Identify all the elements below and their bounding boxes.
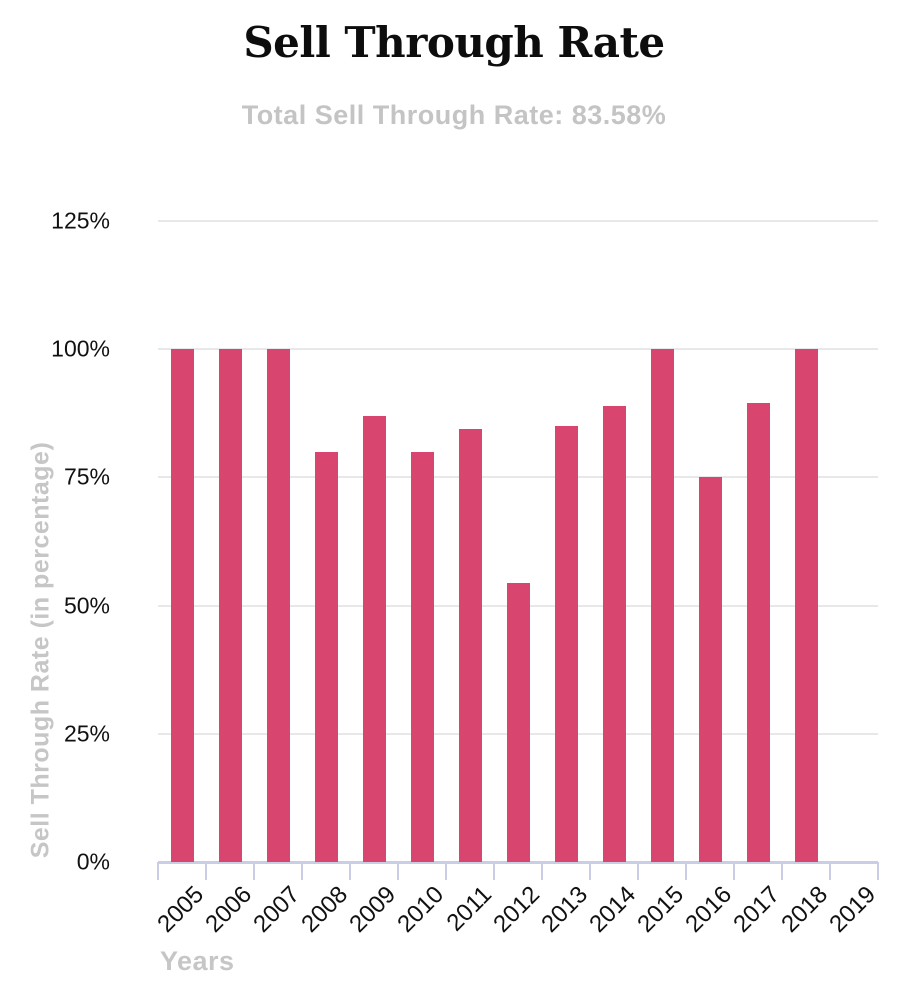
bar[interactable] xyxy=(458,428,482,862)
bar[interactable] xyxy=(410,451,434,862)
y-gridline xyxy=(158,220,878,222)
y-gridline xyxy=(158,476,878,479)
x-tick-mark xyxy=(349,862,351,880)
x-tick-mark xyxy=(541,862,543,880)
y-axis-title: Sell Through Rate (in percentage) xyxy=(26,441,55,859)
y-tick-label: 50% xyxy=(63,592,110,619)
bar[interactable] xyxy=(506,582,530,862)
bar[interactable] xyxy=(170,349,194,862)
x-tick-mark xyxy=(733,862,735,880)
bar[interactable] xyxy=(266,349,290,862)
x-tick-mark xyxy=(637,862,639,880)
x-tick-mark xyxy=(877,862,879,880)
bar[interactable] xyxy=(218,349,242,862)
y-tick-label: 125% xyxy=(51,207,110,234)
bar[interactable] xyxy=(362,415,386,862)
bar[interactable] xyxy=(794,349,818,862)
bar[interactable] xyxy=(746,403,770,862)
x-axis-line xyxy=(158,861,878,864)
y-tick-label: 75% xyxy=(63,463,110,490)
x-tick-mark xyxy=(781,862,783,880)
x-tick-mark xyxy=(685,862,687,880)
x-tick-mark xyxy=(253,862,255,880)
bar[interactable] xyxy=(602,405,626,862)
chart-title: Sell Through Rate xyxy=(243,18,665,67)
y-tick-label: 25% xyxy=(63,720,110,747)
x-tick-mark xyxy=(205,862,207,880)
chart-subtitle: Total Sell Through Rate: 83.58% xyxy=(241,100,667,130)
x-tick-mark xyxy=(301,862,303,880)
bar[interactable] xyxy=(650,349,674,862)
x-tick-mark xyxy=(157,862,159,880)
bar[interactable] xyxy=(554,426,578,862)
x-tick-mark xyxy=(397,862,399,880)
x-tick-mark xyxy=(493,862,495,880)
bar[interactable] xyxy=(314,451,338,862)
x-tick-mark xyxy=(589,862,591,880)
y-tick-label: 100% xyxy=(51,335,110,362)
plot-area: 0% 25% 50% 75% 100% 125% 2005 2006 2007 2008 2009 2… xyxy=(51,208,881,938)
x-tick-mark xyxy=(445,862,447,880)
x-tick-mark xyxy=(829,862,831,880)
y-gridline xyxy=(158,348,878,351)
x-axis-title: Years xyxy=(160,946,235,976)
bar[interactable] xyxy=(698,477,722,862)
y-tick-label: 0% xyxy=(76,848,110,875)
